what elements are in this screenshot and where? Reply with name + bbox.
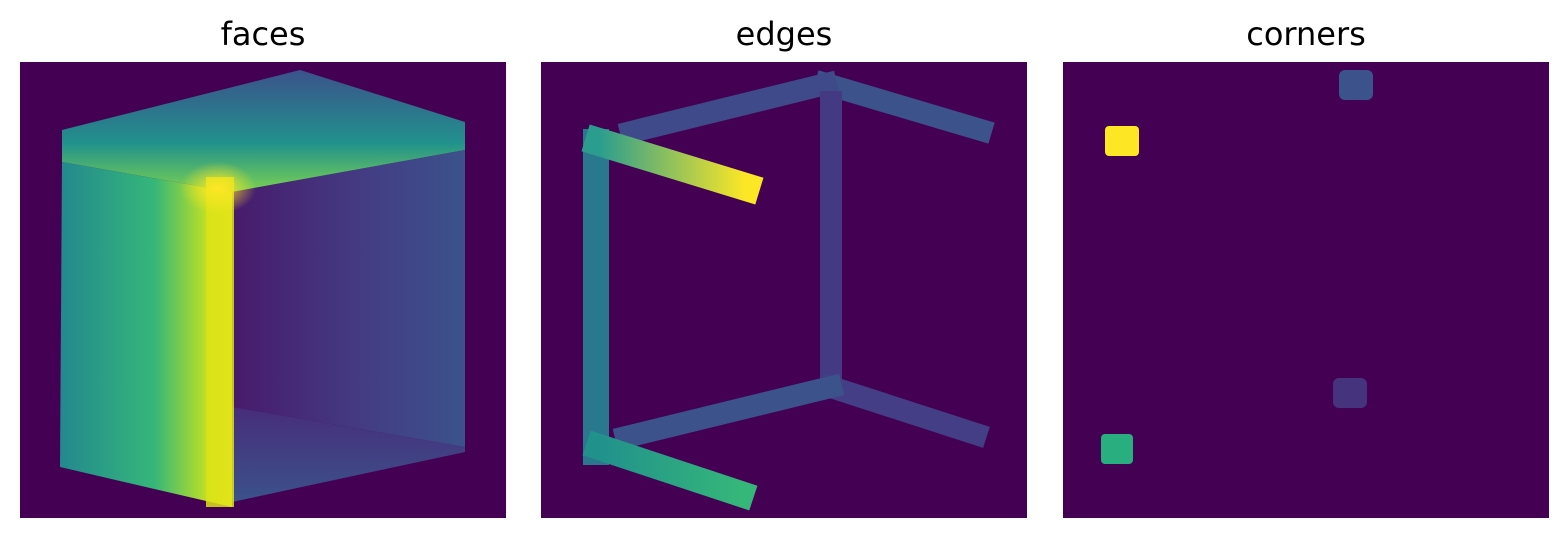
corners-panel xyxy=(1063,62,1549,518)
edges-back-top-left xyxy=(617,70,840,146)
edges-panel xyxy=(541,62,1027,518)
faces-bright-corner xyxy=(180,162,256,214)
faces-panel-title: faces xyxy=(220,15,306,53)
edges-image xyxy=(541,62,1027,518)
corner-back-top xyxy=(1339,70,1373,100)
corner-front-bottom xyxy=(1101,434,1133,464)
edges-back-top-right xyxy=(812,70,995,144)
corner-back-bottom xyxy=(1333,378,1367,408)
corners-image xyxy=(1063,62,1549,518)
edges-front-bottom xyxy=(582,430,758,511)
edges-back-bottom-left xyxy=(612,373,845,451)
edges-front-top xyxy=(581,124,764,205)
faces-bottom-face xyxy=(232,407,465,502)
faces-left-face xyxy=(60,162,232,507)
faces-top-face xyxy=(62,70,465,192)
faces-panel xyxy=(20,62,506,518)
faces-image xyxy=(20,62,506,518)
corners-panel-title: corners xyxy=(1246,15,1366,53)
faces-right-face xyxy=(232,150,465,447)
corner-front-top xyxy=(1105,126,1139,156)
faces-bright-edge xyxy=(206,177,234,507)
corners-background xyxy=(1063,62,1549,518)
edges-panel-title: edges xyxy=(735,15,833,53)
edges-back-bottom-right xyxy=(817,373,990,448)
